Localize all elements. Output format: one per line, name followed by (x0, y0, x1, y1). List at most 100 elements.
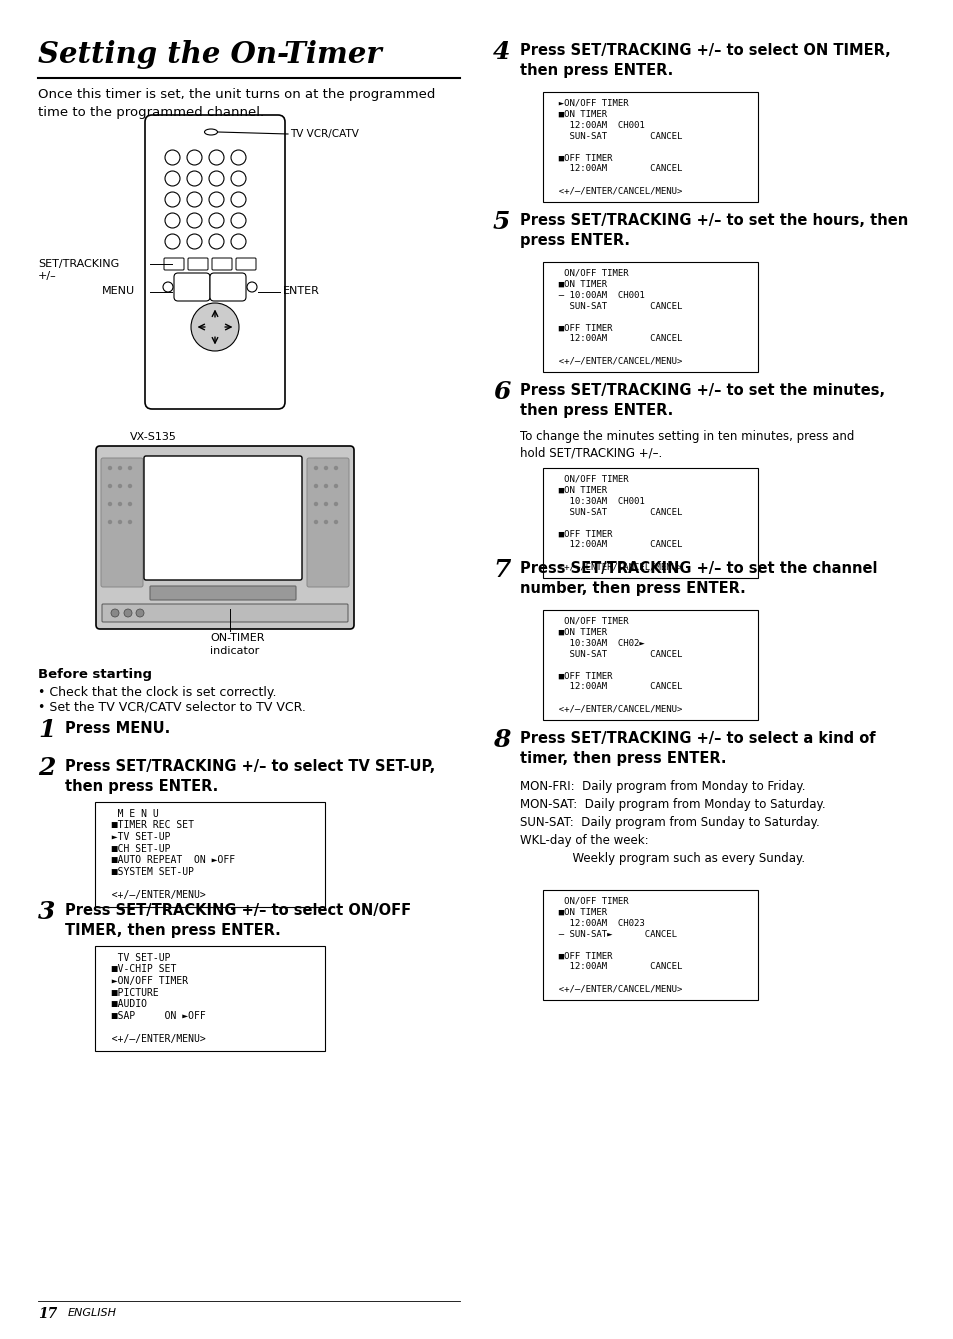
Text: SUN-SAT        CANCEL: SUN-SAT CANCEL (547, 507, 681, 517)
Text: 5: 5 (493, 210, 510, 234)
Text: MON-FRI:  Daily program from Monday to Friday.
MON-SAT:  Daily program from Mond: MON-FRI: Daily program from Monday to Fr… (519, 781, 824, 865)
Text: • Set the TV VCR/CATV selector to TV VCR.: • Set the TV VCR/CATV selector to TV VCR… (38, 702, 306, 714)
Text: 12:00AM        CANCEL: 12:00AM CANCEL (547, 963, 681, 971)
Text: TV VCR/CATV: TV VCR/CATV (290, 129, 358, 139)
Circle shape (324, 521, 327, 524)
Circle shape (335, 466, 337, 470)
Circle shape (118, 521, 121, 524)
Circle shape (191, 303, 239, 351)
Circle shape (118, 502, 121, 506)
Text: ■ON TIMER: ■ON TIMER (547, 280, 606, 289)
Text: 10:30AM  CH001: 10:30AM CH001 (547, 497, 644, 506)
Circle shape (187, 213, 202, 228)
Text: <+/–/ENTER/MENU>: <+/–/ENTER/MENU> (100, 1034, 206, 1044)
Circle shape (335, 485, 337, 487)
Circle shape (324, 466, 327, 470)
Circle shape (314, 466, 317, 470)
Text: 3: 3 (38, 900, 55, 924)
Circle shape (129, 485, 132, 487)
FancyBboxPatch shape (164, 258, 184, 270)
Text: Setting the On-Timer: Setting the On-Timer (38, 40, 381, 70)
Text: 8: 8 (493, 728, 510, 753)
Text: <+/–/ENTER/CANCEL/MENU>: <+/–/ENTER/CANCEL/MENU> (547, 984, 681, 994)
Text: ■AUDIO: ■AUDIO (100, 999, 147, 1010)
Text: ■ON TIMER: ■ON TIMER (547, 908, 606, 917)
Text: TV SET-UP: TV SET-UP (100, 953, 171, 963)
Circle shape (129, 466, 132, 470)
FancyBboxPatch shape (102, 604, 348, 623)
Text: ■CH SET-UP: ■CH SET-UP (100, 844, 171, 854)
Text: ON/OFF TIMER: ON/OFF TIMER (547, 269, 628, 279)
Text: 7: 7 (493, 558, 510, 582)
Circle shape (118, 466, 121, 470)
Circle shape (209, 213, 224, 228)
Circle shape (335, 502, 337, 506)
Circle shape (136, 609, 144, 617)
FancyBboxPatch shape (235, 258, 255, 270)
Circle shape (209, 191, 224, 208)
Text: SUN-SAT        CANCEL: SUN-SAT CANCEL (547, 649, 681, 659)
FancyBboxPatch shape (307, 458, 349, 586)
Text: ON/OFF TIMER: ON/OFF TIMER (547, 475, 628, 483)
Circle shape (165, 150, 180, 165)
Text: ■TIMER REC SET: ■TIMER REC SET (100, 821, 193, 830)
Text: To change the minutes setting in ten minutes, press and
hold SET/TRACKING +/–.: To change the minutes setting in ten min… (519, 430, 854, 461)
Text: 12:00AM        CANCEL: 12:00AM CANCEL (547, 335, 681, 343)
Circle shape (324, 485, 327, 487)
Text: ■ON TIMER: ■ON TIMER (547, 110, 606, 119)
Circle shape (129, 521, 132, 524)
Text: Press SET/TRACKING +/– to set the channel
number, then press ENTER.: Press SET/TRACKING +/– to set the channe… (519, 561, 877, 596)
Circle shape (124, 609, 132, 617)
FancyBboxPatch shape (145, 115, 285, 408)
Text: Press SET/TRACKING +/– to select TV SET-UP,
then press ENTER.: Press SET/TRACKING +/– to select TV SET-… (65, 759, 435, 794)
Text: ■AUTO REPEAT  ON ►OFF: ■AUTO REPEAT ON ►OFF (100, 856, 234, 865)
Circle shape (109, 466, 112, 470)
Text: ■PICTURE: ■PICTURE (100, 988, 158, 998)
Bar (542, 469, 758, 578)
Circle shape (231, 150, 246, 165)
Circle shape (165, 234, 180, 249)
Circle shape (187, 150, 202, 165)
Bar (542, 611, 758, 720)
Text: 12:00AM        CANCEL: 12:00AM CANCEL (547, 683, 681, 691)
Circle shape (109, 485, 112, 487)
Text: SUN-SAT        CANCEL: SUN-SAT CANCEL (547, 301, 681, 311)
Circle shape (231, 191, 246, 208)
Text: Press SET/TRACKING +/– to select a kind of
timer, then press ENTER.: Press SET/TRACKING +/– to select a kind … (519, 731, 875, 766)
Bar (542, 890, 758, 1000)
Circle shape (335, 521, 337, 524)
Circle shape (111, 609, 119, 617)
Text: VX-S135: VX-S135 (130, 432, 176, 442)
Text: ■OFF TIMER: ■OFF TIMER (547, 154, 612, 162)
FancyBboxPatch shape (101, 458, 143, 586)
Text: <+/–/ENTER/CANCEL/MENU>: <+/–/ENTER/CANCEL/MENU> (547, 562, 681, 570)
Circle shape (118, 485, 121, 487)
Circle shape (209, 150, 224, 165)
Text: Before starting: Before starting (38, 668, 152, 682)
Text: 12:00AM        CANCEL: 12:00AM CANCEL (547, 165, 681, 173)
Text: 6: 6 (493, 380, 510, 404)
FancyBboxPatch shape (173, 273, 210, 301)
Circle shape (231, 234, 246, 249)
Text: MENU: MENU (102, 287, 135, 296)
FancyBboxPatch shape (96, 446, 354, 629)
Circle shape (109, 521, 112, 524)
Text: Press SET/TRACKING +/– to set the minutes,
then press ENTER.: Press SET/TRACKING +/– to set the minute… (519, 383, 884, 418)
Text: – SUN-SAT►      CANCEL: – SUN-SAT► CANCEL (547, 929, 677, 939)
Bar (95, 945, 325, 1051)
Text: ON/OFF TIMER: ON/OFF TIMER (547, 897, 628, 907)
Text: ■ON TIMER: ■ON TIMER (547, 628, 606, 637)
Text: ■OFF TIMER: ■OFF TIMER (547, 324, 612, 332)
FancyBboxPatch shape (210, 273, 246, 301)
Circle shape (165, 191, 180, 208)
Text: ►ON/OFF TIMER: ►ON/OFF TIMER (547, 99, 628, 108)
Text: ■OFF TIMER: ■OFF TIMER (547, 671, 612, 680)
Text: ENGLISH: ENGLISH (68, 1308, 117, 1318)
Text: 12:00AM  CH001: 12:00AM CH001 (547, 121, 644, 130)
Circle shape (129, 502, 132, 506)
Text: Press SET/TRACKING +/– to select ON TIMER,
then press ENTER.: Press SET/TRACKING +/– to select ON TIME… (519, 43, 890, 79)
FancyBboxPatch shape (212, 258, 232, 270)
Text: 12:00AM  CH023: 12:00AM CH023 (547, 919, 644, 928)
Text: ENTER: ENTER (283, 287, 319, 296)
Circle shape (231, 171, 246, 186)
